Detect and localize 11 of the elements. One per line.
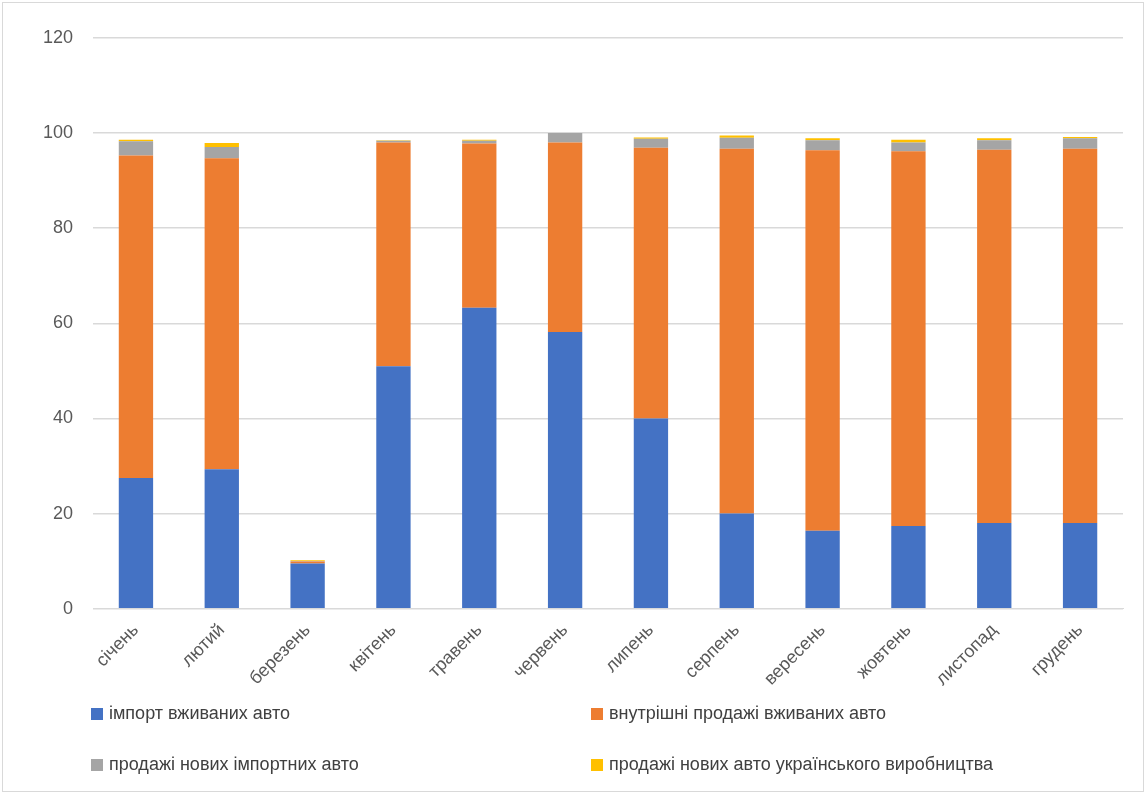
legend-label: продажі нових авто українського виробництва bbox=[609, 754, 994, 775]
y-tick-label: 20 bbox=[53, 502, 74, 523]
y-tick-label: 40 bbox=[53, 407, 74, 428]
legend-label: внутрішні продажі вживаних авто bbox=[609, 703, 887, 724]
y-tick-label: 100 bbox=[42, 122, 74, 143]
y-tick-label: 0 bbox=[63, 597, 74, 618]
y-tick-label: 120 bbox=[42, 26, 74, 47]
legend-label: продажі нових імпортних авто bbox=[109, 754, 359, 775]
legend-label: імпорт вживаних авто bbox=[109, 703, 291, 724]
y-tick-label: 60 bbox=[53, 312, 74, 333]
y-tick-label: 80 bbox=[53, 217, 74, 238]
